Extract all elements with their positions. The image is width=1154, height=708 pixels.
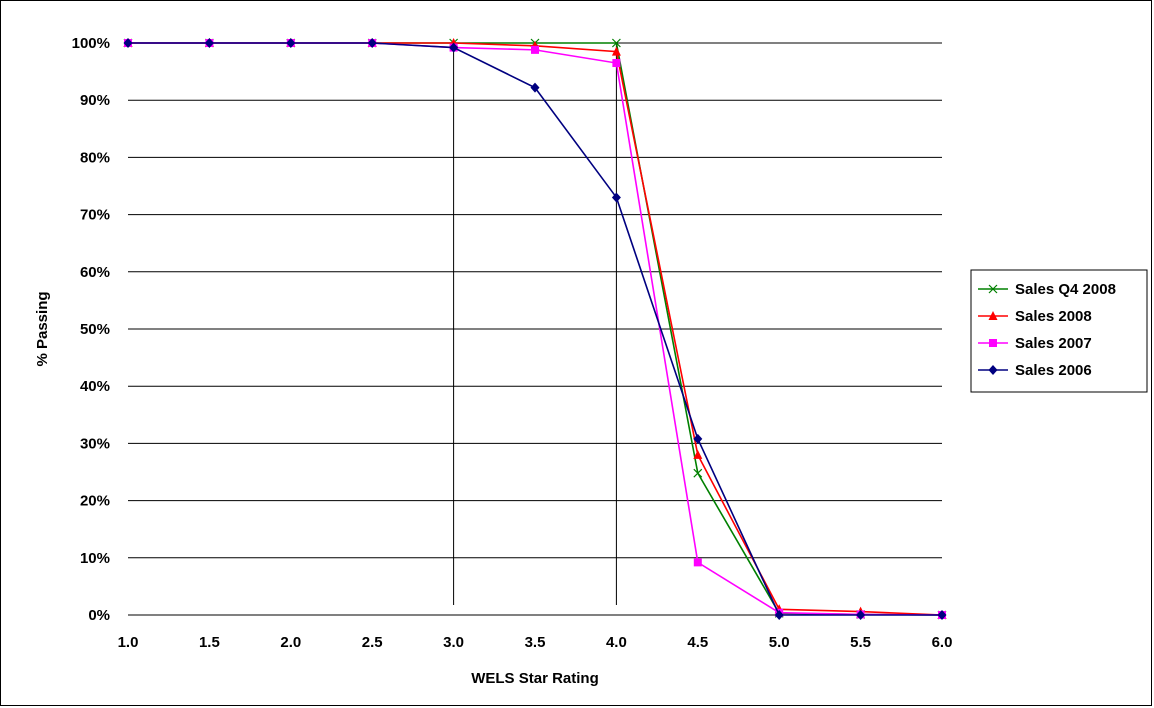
y-tick-label: 20% — [80, 493, 110, 510]
legend-swatch-marker — [988, 311, 998, 320]
y-tick-label: 40% — [80, 378, 110, 395]
x-tick-label: 1.0 — [118, 634, 139, 651]
data-point — [123, 38, 133, 48]
y-tick-label: 80% — [80, 149, 110, 166]
data-point — [774, 610, 784, 620]
x-tick-label: 6.0 — [932, 634, 953, 651]
legend-swatch-marker — [988, 365, 998, 375]
legend-item: Sales 2006 — [978, 362, 1092, 379]
x-axis-ticks: 1.0 1.5 2.0 2.5 3.0 3.5 4.0 4.5 5.0 5.5 6.0 — [118, 634, 953, 651]
legend-swatch-marker — [988, 284, 998, 294]
y-tick-label: 70% — [80, 207, 110, 224]
data-point — [611, 192, 621, 203]
data-point — [693, 449, 703, 459]
x-axis-title: WELS Star Rating — [471, 670, 599, 687]
x-tick-label: 3.0 — [443, 634, 464, 651]
y-tick-label: 50% — [80, 321, 110, 338]
x-tick-label: 4.5 — [687, 634, 708, 651]
data-point — [286, 38, 296, 48]
data-point — [937, 610, 947, 620]
y-tick-label: 10% — [80, 550, 110, 567]
y-tick-label: 0% — [88, 607, 110, 624]
data-point — [530, 82, 540, 93]
data-point — [449, 42, 459, 53]
legend-box — [970, 269, 1148, 393]
data-point — [693, 433, 703, 444]
legend: Sales Q4 2008 Sales 2008 Sales 2007 Sales 2… — [970, 269, 1148, 393]
data-point — [367, 38, 377, 48]
legend-swatch-marker — [989, 339, 997, 347]
y-tick-label: 30% — [80, 435, 110, 452]
x-tick-label: 4.0 — [606, 634, 627, 651]
y-axis-ticks: 0% 10% 20% 30% 40% 50% 60% 70% 80% 90% 100% — [72, 35, 110, 624]
data-point — [693, 558, 702, 567]
legend-item: Sales 2008 — [978, 308, 1092, 325]
gridlines — [128, 42, 942, 616]
x-tick-label: 2.0 — [280, 634, 301, 651]
legend-label: Sales 2006 — [1015, 362, 1092, 379]
data-point — [204, 38, 214, 48]
x-tick-label: 5.5 — [850, 634, 871, 651]
series-layer — [123, 38, 947, 620]
series-sales-2006 — [123, 38, 947, 620]
plot-area — [123, 38, 947, 620]
reference-lines — [453, 43, 617, 605]
legend-label: Sales 2008 — [1015, 308, 1092, 325]
x-tick-label: 5.0 — [769, 634, 790, 651]
data-point — [611, 38, 621, 48]
data-point — [856, 610, 866, 620]
data-point — [531, 45, 539, 54]
x-tick-label: 3.5 — [525, 634, 546, 651]
y-tick-label: 90% — [80, 92, 110, 109]
data-point — [611, 46, 621, 56]
legend-item: Sales Q4 2008 — [978, 281, 1116, 298]
x-tick-label: 1.5 — [199, 634, 220, 651]
y-tick-label: 100% — [72, 35, 110, 52]
data-point — [693, 468, 703, 478]
legend-label: Sales 2007 — [1015, 335, 1092, 352]
data-point — [612, 59, 621, 68]
y-tick-label: 60% — [80, 264, 110, 281]
y-axis-title: % Passing — [34, 291, 51, 366]
x-tick-label: 2.5 — [362, 634, 383, 651]
legend-label: Sales Q4 2008 — [1015, 281, 1116, 298]
legend-item: Sales 2007 — [978, 335, 1092, 352]
